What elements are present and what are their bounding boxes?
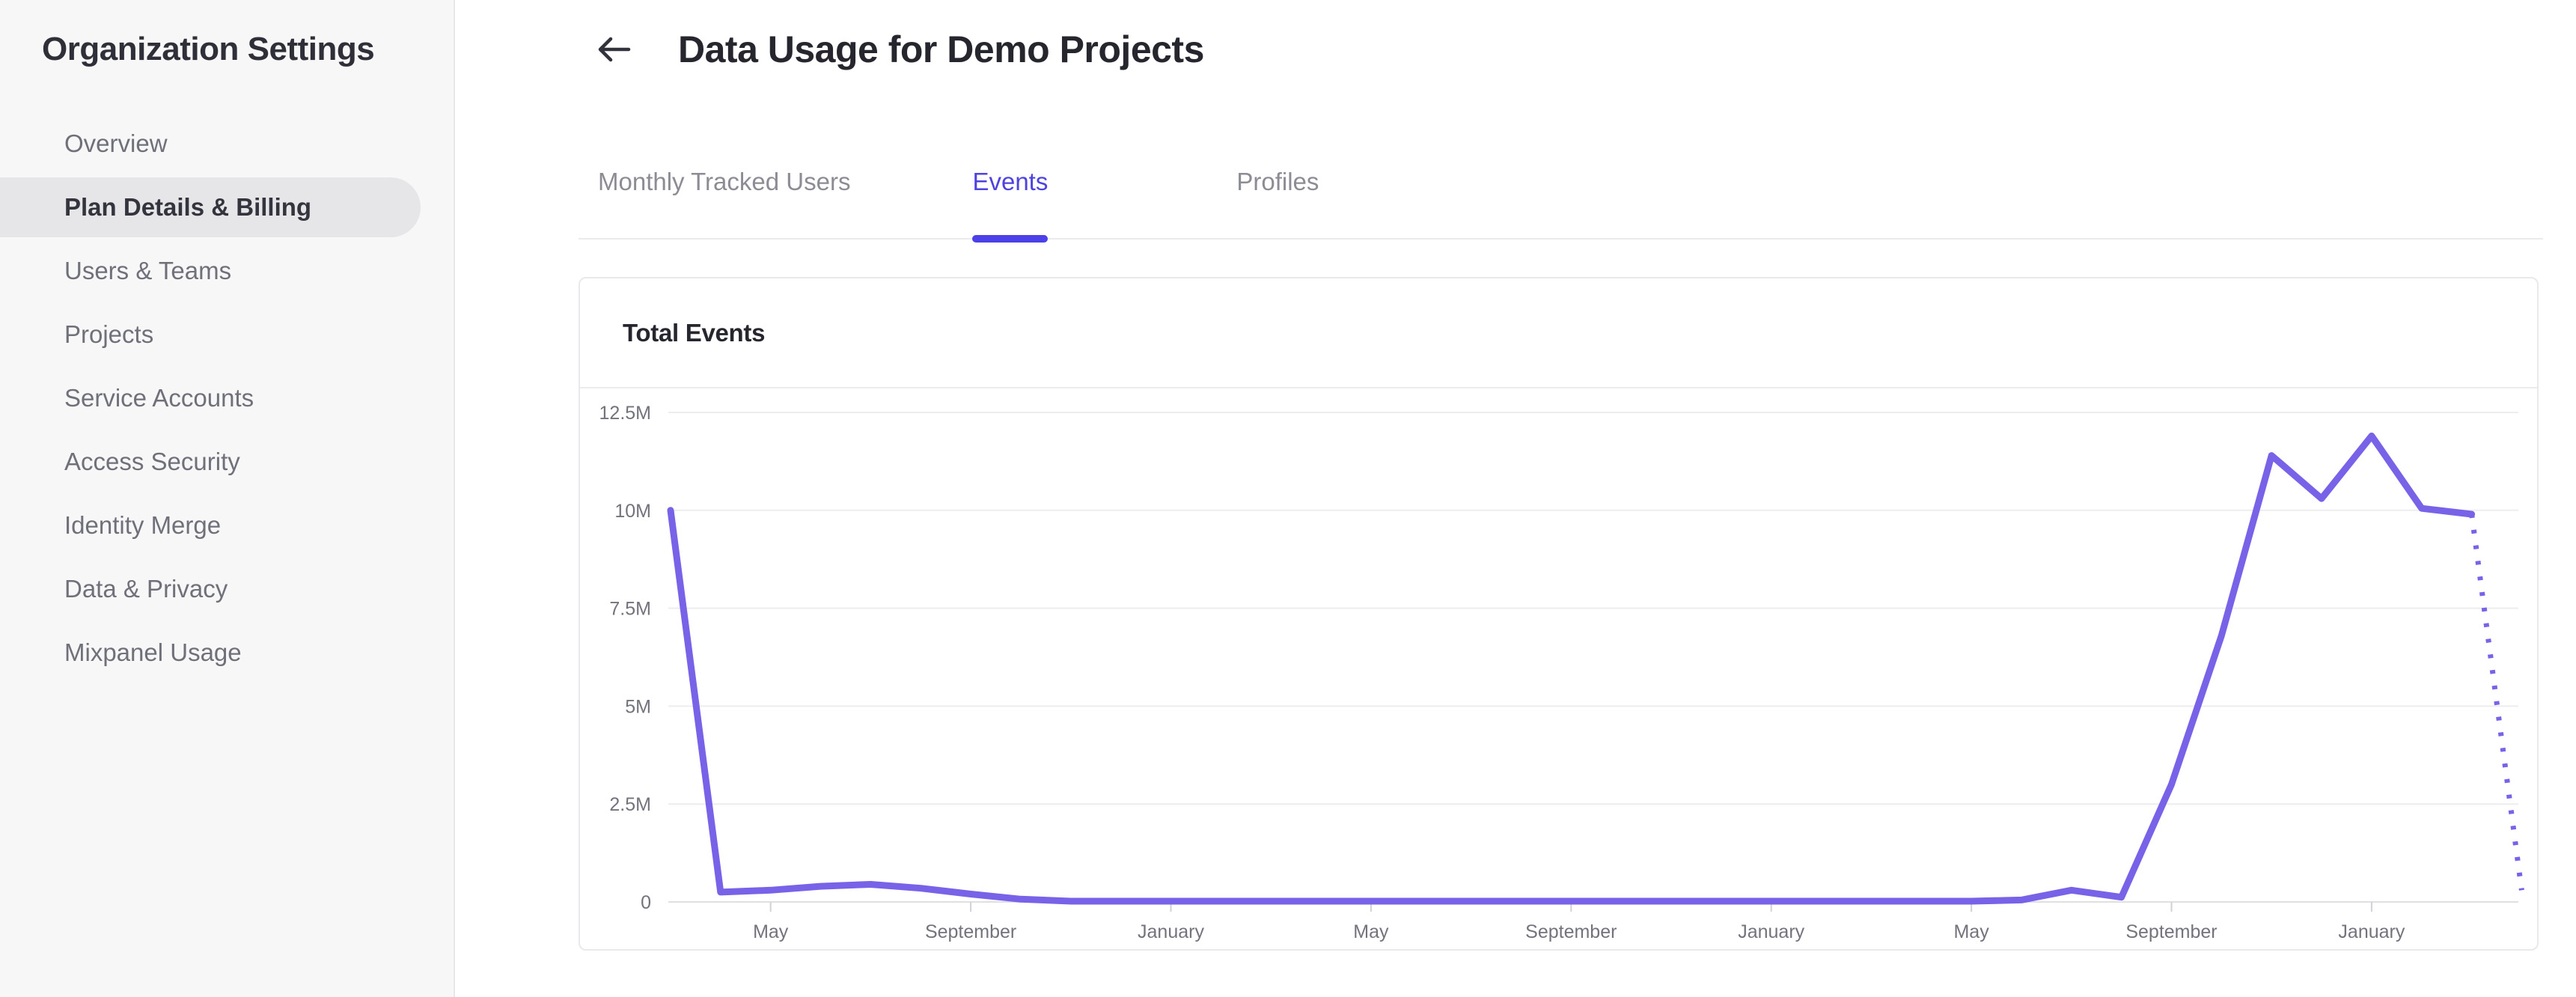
sidebar-item-identity-merge[interactable]: Identity Merge xyxy=(0,496,421,555)
x-axis-label: September xyxy=(1525,921,1617,942)
sidebar-item-mixpanel-usage[interactable]: Mixpanel Usage xyxy=(0,623,421,683)
x-axis-label: January xyxy=(2338,921,2405,942)
tab-profiles[interactable]: Profiles xyxy=(1236,168,1319,238)
y-axis-label: 0 xyxy=(641,892,651,913)
sidebar-item-service-accounts[interactable]: Service Accounts xyxy=(0,368,421,428)
arrow-left-icon xyxy=(598,37,631,62)
sidebar-item-label: Mixpanel Usage xyxy=(64,638,242,666)
total-events-chart: 0 2.5M 5M 7.5M 10M 12.5M May September January Ma… xyxy=(580,388,2537,948)
events-line-chart-svg: 0 2.5M 5M 7.5M 10M 12.5M May September January Ma… xyxy=(599,403,2524,942)
sidebar-item-label: Access Security xyxy=(64,448,240,475)
page-header: Data Usage for Demo Projects xyxy=(594,27,2576,72)
y-axis-label: 7.5M xyxy=(609,599,651,620)
sidebar-title: Organization Settings xyxy=(42,31,375,67)
sidebar-item-label: Service Accounts xyxy=(64,384,254,412)
y-axis-label: 12.5M xyxy=(599,403,651,424)
sidebar-item-projects[interactable]: Projects xyxy=(0,305,421,365)
events-line xyxy=(667,432,2476,905)
x-axis-label: May xyxy=(1953,921,1989,942)
tabs-bar: Monthly Tracked Users Events Profiles xyxy=(579,168,2543,243)
y-axis-label: 2.5M xyxy=(609,794,651,815)
x-axis-label: September xyxy=(2125,921,2217,942)
x-axis-label: May xyxy=(1353,921,1389,942)
tab-events[interactable]: Events xyxy=(972,168,1049,243)
card-title: Total Events xyxy=(623,318,766,347)
main-content: Data Usage for Demo Projects Monthly Tra… xyxy=(455,0,2576,997)
tab-monthly-tracked-users[interactable]: Monthly Tracked Users xyxy=(598,168,850,238)
tab-label: Profiles xyxy=(1236,168,1319,195)
x-axis-label: September xyxy=(925,921,1016,942)
sidebar-item-label: Users & Teams xyxy=(64,257,232,284)
active-tab-indicator xyxy=(972,235,1049,243)
sidebar-item-overview[interactable]: Overview xyxy=(0,114,421,174)
sidebar-item-data-privacy[interactable]: Data & Privacy xyxy=(0,559,421,619)
tab-label: Monthly Tracked Users xyxy=(598,168,851,195)
sidebar-item-label: Projects xyxy=(64,320,154,348)
events-line-projected-dotted xyxy=(2469,513,2524,891)
sidebar-nav: Overview Plan Details & Billing Users & Te… xyxy=(0,114,454,683)
sidebar-item-label: Data & Privacy xyxy=(64,575,228,603)
sidebar-item-label: Overview xyxy=(64,129,168,157)
sidebar-item-users-teams[interactable]: Users & Teams xyxy=(0,241,421,301)
x-axis-label: January xyxy=(1138,921,1204,942)
sidebar-item-plan-details-billing[interactable]: Plan Details & Billing xyxy=(0,177,421,237)
card-header: Total Events xyxy=(580,278,2537,388)
y-axis-label: 10M xyxy=(614,501,651,522)
back-button[interactable] xyxy=(594,33,633,66)
sidebar-item-access-security[interactable]: Access Security xyxy=(0,432,421,492)
x-axis-label: January xyxy=(1738,921,1804,942)
tab-label: Events xyxy=(972,168,1049,195)
sidebar-item-label: Plan Details & Billing xyxy=(64,193,312,221)
sidebar-item-label: Identity Merge xyxy=(64,511,222,539)
total-events-card: Total Events 0 2.5M 5M 7.5M 10M 12.5M May Septe… xyxy=(579,277,2539,951)
x-axis-label: May xyxy=(753,921,789,942)
page-title: Data Usage for Demo Projects xyxy=(678,28,1204,70)
y-axis-label: 5M xyxy=(625,696,651,717)
sidebar: Organization Settings Overview Plan Detai… xyxy=(0,0,455,997)
